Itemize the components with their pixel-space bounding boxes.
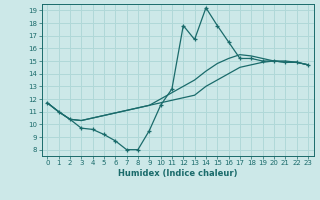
X-axis label: Humidex (Indice chaleur): Humidex (Indice chaleur) [118, 169, 237, 178]
